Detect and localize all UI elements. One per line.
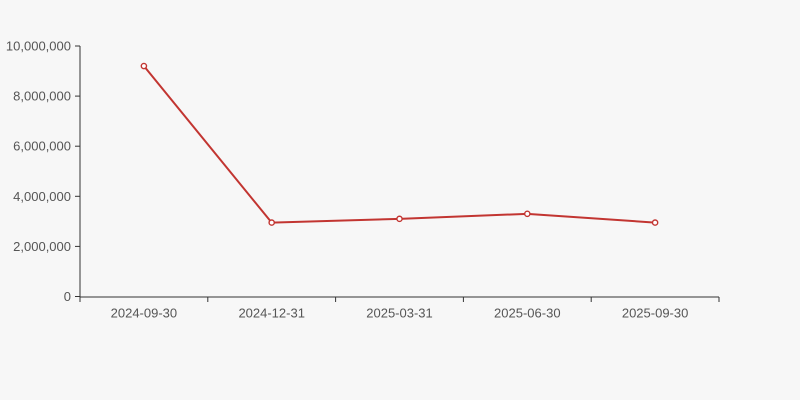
data-point-marker <box>140 62 148 70</box>
x-axis-tick-label: 2024-12-31 <box>238 306 305 321</box>
axis-lines <box>79 46 719 298</box>
y-axis-tick-label: 0 <box>64 289 71 304</box>
series-line <box>142 65 657 224</box>
data-point-marker <box>524 210 531 218</box>
data-point-marker <box>268 219 276 226</box>
y-axis-tick-label: 6,000,000 <box>13 139 71 154</box>
x-axis-tick-label: 2025-06-30 <box>494 306 561 321</box>
y-axis-tick-label: 2,000,000 <box>13 239 71 254</box>
x-axis-tick-label: 2024-09-30 <box>111 306 178 321</box>
y-axis-tick-label: 4,000,000 <box>13 189 71 204</box>
y-axis-tick-label: 8,000,000 <box>13 89 71 104</box>
x-axis-tick-label: 2025-09-30 <box>622 306 689 321</box>
x-axis-tick-label: 2025-03-31 <box>366 306 433 321</box>
data-point-marker <box>396 215 403 223</box>
y-axis-tick-label: 10,000,000 <box>6 39 71 54</box>
data-point-marker <box>651 219 659 226</box>
